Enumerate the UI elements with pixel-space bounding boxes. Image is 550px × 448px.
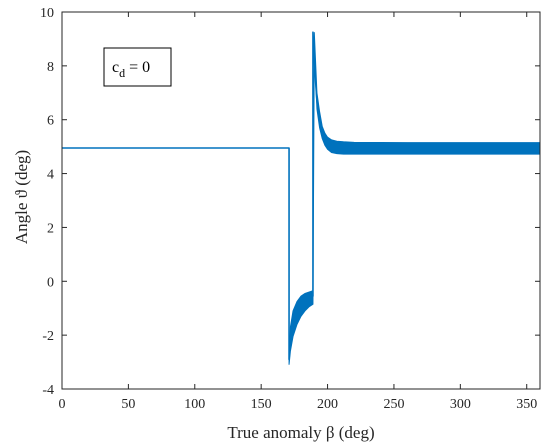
annotation-rest: = 0 xyxy=(125,59,150,76)
y-tick-label: -2 xyxy=(42,329,54,344)
x-tick-label: 0 xyxy=(59,397,66,412)
y-tick-label: 4 xyxy=(47,168,54,183)
x-tick-label: 150 xyxy=(251,397,272,412)
x-tick-label: 200 xyxy=(317,397,338,412)
x-tick-label: 300 xyxy=(450,397,471,412)
y-tick-label: 6 xyxy=(47,114,54,129)
y-tick-label: 10 xyxy=(40,6,54,21)
y-tick-label: -4 xyxy=(42,383,54,398)
oscillation-band xyxy=(288,32,541,365)
x-tick-label: 100 xyxy=(184,397,205,412)
annotation-box: cd = 0 xyxy=(103,47,172,87)
y-tick-label: 0 xyxy=(47,275,54,290)
x-tick-label: 50 xyxy=(121,397,135,412)
x-tick-label: 250 xyxy=(383,397,404,412)
annotation-frame xyxy=(103,47,172,87)
y-tick-label: 8 xyxy=(47,60,54,75)
axes-box xyxy=(61,11,541,390)
annotation-text: cd = 0 xyxy=(112,59,150,80)
y-tick-label: 2 xyxy=(47,221,54,236)
x-tick-label: 350 xyxy=(516,397,537,412)
y-axis-label: Angle ϑ (deg) xyxy=(12,150,31,244)
annotation-subscript: d xyxy=(119,66,125,80)
x-axis-label: True anomaly β (deg) xyxy=(227,423,374,442)
series-line-0 xyxy=(62,31,540,361)
ticks: 0 50 100 150 200 250 300 350 -4 -2 0 2 4 6 8 10 xyxy=(40,6,541,412)
annotation-main: c xyxy=(112,59,119,76)
